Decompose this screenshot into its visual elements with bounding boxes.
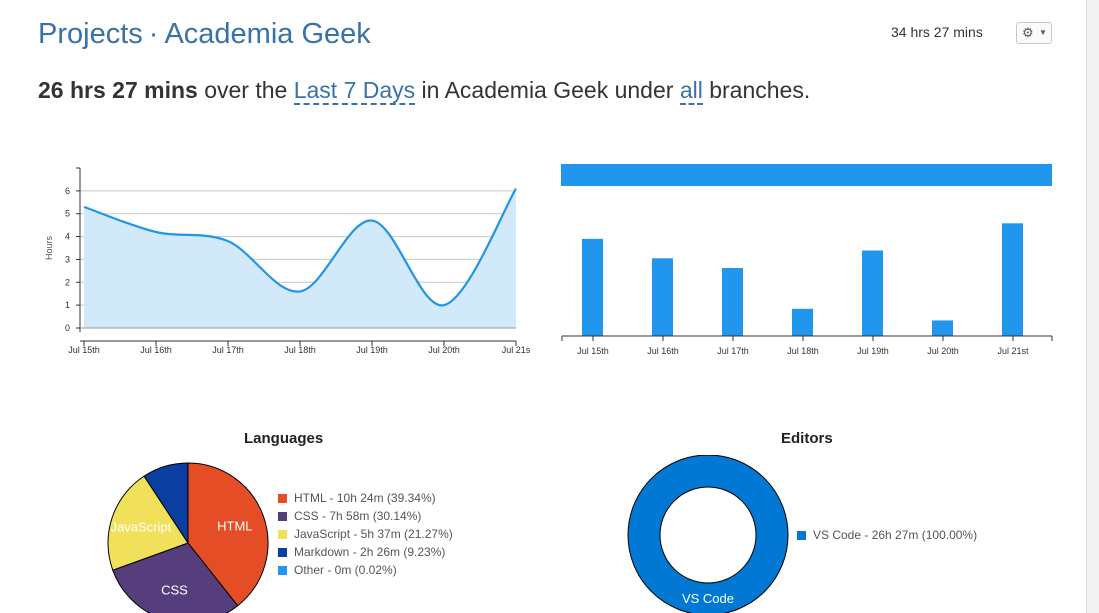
legend-swatch: [278, 493, 287, 503]
legend-label: CSS - 7h 58m (30.14%): [294, 509, 422, 523]
total-time-badge: 34 hrs 27 mins: [891, 24, 983, 40]
x-tick-label: Jul 19th: [356, 345, 388, 355]
x-tick-label: Jul 16th: [647, 346, 679, 356]
x-tick-label: Jul 15th: [68, 345, 100, 355]
bar[interactable]: [1002, 223, 1023, 336]
page-title: Projects · Academia Geek: [38, 18, 371, 51]
editors-legend: VS Code - 26h 27m (100.00%): [797, 526, 977, 544]
window-scrollbar[interactable]: [1086, 0, 1099, 613]
projects-breadcrumb-link[interactable]: Projects: [38, 18, 143, 50]
legend-item[interactable]: CSS - 7h 58m (30.14%): [278, 507, 453, 525]
x-tick-label: Jul 17th: [212, 345, 244, 355]
legend-item[interactable]: Other - 0m (0.02%): [278, 561, 453, 579]
bar[interactable]: [722, 268, 743, 336]
legend-label: HTML - 10h 24m (39.34%): [294, 491, 436, 505]
pie-slice[interactable]: [187, 462, 269, 607]
daily-hours-bar-chart: Jul 15th Jul 16th Jul 17th Jul 18th Jul 19th…: [561, 164, 1053, 356]
x-tick-label: Jul 21st: [997, 346, 1029, 356]
y-tick-label: 2: [65, 277, 70, 287]
pie-slice[interactable]: [627, 455, 789, 613]
x-tick-label: Jul 17th: [717, 346, 749, 356]
branches-link[interactable]: all: [679, 77, 703, 105]
editors-title: Editors: [781, 430, 833, 447]
x-tick-label: Jul 15th: [577, 346, 609, 356]
series-line: [83, 187, 517, 307]
x-tick-label: Jul 16th: [140, 345, 172, 355]
legend-label: JavaScript - 5h 37m (21.27%): [294, 527, 453, 541]
legend-swatch: [278, 511, 287, 521]
gear-icon: ⚙: [1022, 25, 1034, 40]
pie-slice-label: JavaScript: [111, 519, 172, 534]
editors-donut-chart: VS Code: [627, 455, 789, 613]
legend-label: Other - 0m (0.02%): [294, 563, 397, 577]
languages-title: Languages: [244, 430, 324, 447]
legend-swatch: [278, 529, 287, 539]
y-tick-label: 6: [65, 186, 70, 196]
daily-hours-area-chart: 0 1 2 3 4 5 6 Hours Jul 15th Jul 16th Jul 17th Jul …: [44, 167, 531, 355]
languages-pie-chart: HTML CSS JavaScript: [107, 462, 269, 613]
date-range-link[interactable]: Last 7 Days: [293, 77, 416, 105]
legend-item[interactable]: JavaScript - 5h 37m (21.27%): [278, 525, 453, 543]
bar[interactable]: [792, 308, 813, 336]
chart-header-bar: [561, 164, 1052, 186]
legend-swatch: [278, 565, 287, 575]
bar[interactable]: [652, 258, 673, 336]
y-tick-label: 5: [65, 209, 70, 219]
x-tick-label: Jul 19th: [857, 346, 889, 356]
pie-slice-label: CSS: [161, 583, 188, 598]
x-tick-label: Jul 18th: [284, 345, 316, 355]
pie-slice-label: HTML: [217, 519, 252, 534]
summary-text-over: over the: [204, 77, 288, 103]
bar[interactable]: [862, 250, 883, 336]
x-tick-label: Jul 18th: [787, 346, 819, 356]
y-tick-label: 3: [65, 254, 70, 264]
project-name: Academia Geek: [164, 18, 371, 50]
summary-text-end: branches.: [709, 77, 811, 103]
pie-slice-label: VS Code: [682, 591, 734, 606]
languages-legend: HTML - 10h 24m (39.34%) CSS - 7h 58m (30.…: [278, 489, 453, 579]
title-separator: ·: [148, 18, 159, 50]
pie-slice[interactable]: [112, 542, 239, 613]
bar[interactable]: [582, 238, 603, 336]
summary-hours: 26 hrs 27 mins: [38, 77, 198, 103]
legend-label: Markdown - 2h 26m (9.23%): [294, 545, 446, 559]
legend-item[interactable]: HTML - 10h 24m (39.34%): [278, 489, 453, 507]
legend-item[interactable]: Markdown - 2h 26m (9.23%): [278, 543, 453, 561]
caret-down-icon: ▼: [1039, 28, 1047, 37]
y-axis-label: Hours: [44, 236, 54, 261]
area-fill: [84, 188, 516, 328]
x-tick-label: Jul 21s: [502, 345, 531, 355]
legend-swatch: [797, 530, 806, 540]
y-tick-label: 0: [65, 323, 70, 333]
settings-dropdown-button[interactable]: ⚙ ▼: [1016, 22, 1052, 44]
legend-label: VS Code - 26h 27m (100.00%): [813, 528, 978, 542]
x-tick-label: Jul 20th: [428, 345, 460, 355]
pie-slice[interactable]: [107, 475, 189, 571]
legend-swatch: [278, 547, 287, 557]
summary-text-in: in Academia Geek under: [421, 77, 674, 103]
legend-item[interactable]: VS Code - 26h 27m (100.00%): [797, 526, 977, 544]
bar[interactable]: [932, 320, 953, 336]
time-summary: 26 hrs 27 mins over the Last 7 Days in A…: [38, 77, 811, 105]
y-tick-label: 1: [65, 300, 70, 310]
y-tick-label: 4: [65, 232, 70, 242]
x-tick-label: Jul 20th: [927, 346, 959, 356]
